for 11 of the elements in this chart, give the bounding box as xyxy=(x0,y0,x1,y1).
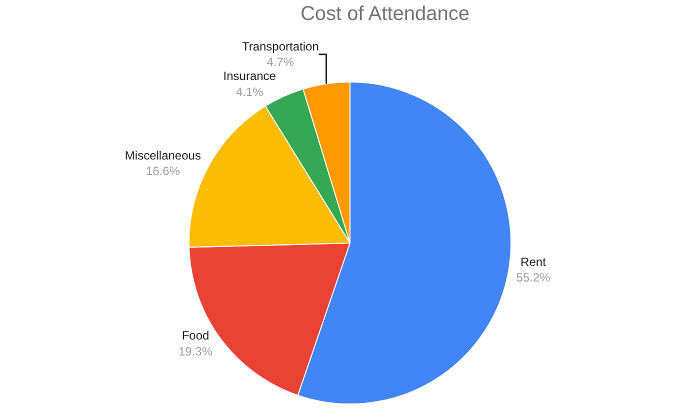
data-label: 4.7% xyxy=(266,55,294,70)
slice-label: Insurance xyxy=(223,69,276,84)
slice-label: Transportation xyxy=(242,40,319,54)
chart-title: Cost of Attendance xyxy=(300,3,470,26)
data-label: 19.3% xyxy=(178,344,213,358)
slice-label: Food xyxy=(182,328,210,343)
slice-label: Rent xyxy=(520,255,547,270)
data-label: 55.2% xyxy=(516,270,551,285)
slice-label: Miscellaneous xyxy=(124,148,201,162)
data-label: 16.6% xyxy=(146,164,180,178)
data-label: 4.1% xyxy=(236,84,264,99)
